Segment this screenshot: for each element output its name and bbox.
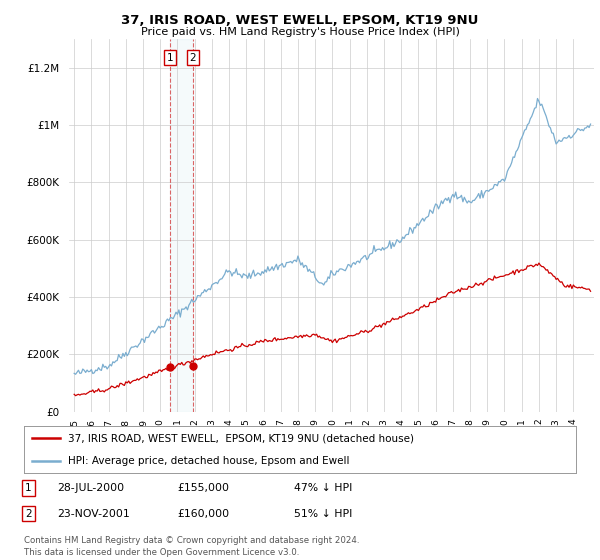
Text: Contains HM Land Registry data © Crown copyright and database right 2024.
This d: Contains HM Land Registry data © Crown c… xyxy=(24,536,359,557)
Text: £160,000: £160,000 xyxy=(177,508,229,519)
Text: 2: 2 xyxy=(25,508,32,519)
Text: HPI: Average price, detached house, Epsom and Ewell: HPI: Average price, detached house, Epso… xyxy=(68,456,350,466)
Text: £155,000: £155,000 xyxy=(177,483,229,493)
Text: 51% ↓ HPI: 51% ↓ HPI xyxy=(294,508,352,519)
Text: Price paid vs. HM Land Registry's House Price Index (HPI): Price paid vs. HM Land Registry's House … xyxy=(140,27,460,37)
Bar xyxy=(170,39,193,412)
Text: 1: 1 xyxy=(167,53,173,63)
Text: 1: 1 xyxy=(25,483,32,493)
Text: 47% ↓ HPI: 47% ↓ HPI xyxy=(294,483,352,493)
Text: 2: 2 xyxy=(190,53,196,63)
Text: 37, IRIS ROAD, WEST EWELL, EPSOM, KT19 9NU: 37, IRIS ROAD, WEST EWELL, EPSOM, KT19 9… xyxy=(121,14,479,27)
Text: 28-JUL-2000: 28-JUL-2000 xyxy=(57,483,124,493)
Text: 23-NOV-2001: 23-NOV-2001 xyxy=(57,508,130,519)
Text: 37, IRIS ROAD, WEST EWELL,  EPSOM, KT19 9NU (detached house): 37, IRIS ROAD, WEST EWELL, EPSOM, KT19 9… xyxy=(68,433,414,444)
